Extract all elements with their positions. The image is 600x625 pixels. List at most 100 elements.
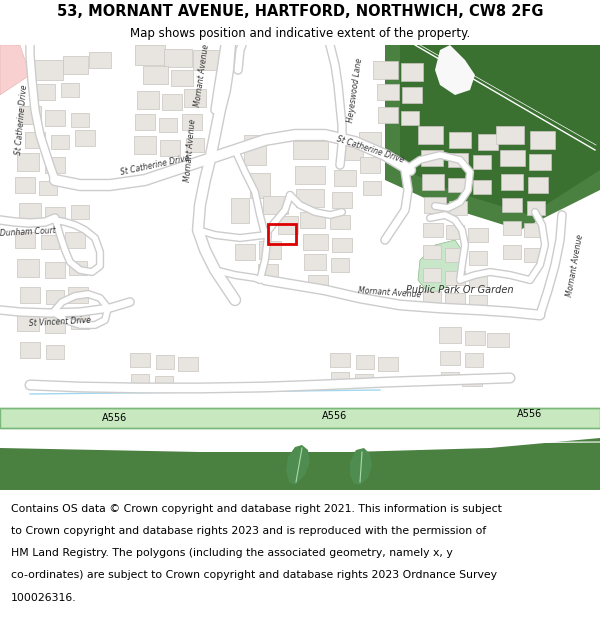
Text: A556: A556 [517, 409, 542, 419]
Bar [448, 178, 468, 192]
Bar [46, 345, 64, 359]
Bar [529, 154, 551, 170]
Bar [330, 215, 350, 229]
Bar [160, 140, 180, 156]
Bar [469, 273, 487, 287]
Bar [446, 225, 464, 239]
Bar [421, 150, 443, 166]
Bar [423, 268, 441, 282]
Bar [184, 89, 206, 107]
Bar [449, 201, 467, 215]
Polygon shape [0, 438, 600, 490]
Text: St Catherine Drive: St Catherine Drive [335, 135, 405, 165]
Bar [17, 313, 39, 331]
Bar [469, 295, 487, 309]
Bar [71, 113, 89, 127]
Bar [299, 212, 325, 228]
Bar [135, 114, 155, 130]
Text: Public Park Or Garden: Public Park Or Garden [406, 285, 514, 295]
Bar [45, 317, 65, 333]
Bar [424, 197, 446, 213]
Bar [378, 357, 398, 371]
Bar [462, 374, 482, 386]
Bar [402, 87, 422, 103]
Bar [193, 50, 223, 70]
Text: Mornant Avenue: Mornant Avenue [183, 118, 197, 182]
Bar [45, 110, 65, 126]
Bar [465, 331, 485, 345]
Bar [440, 351, 460, 365]
Bar [331, 372, 349, 384]
Bar [445, 293, 465, 307]
Bar [445, 248, 465, 262]
Bar [131, 374, 149, 386]
Bar [35, 84, 55, 100]
Text: 53, MORNANT AVENUE, HARTFORD, NORTHWICH, CW8 2FG: 53, MORNANT AVENUE, HARTFORD, NORTHWICH,… [57, 4, 543, 19]
Bar [39, 181, 57, 195]
Bar [502, 198, 522, 212]
Bar [46, 290, 64, 304]
Text: Heyeswood Lane: Heyeswood Lane [346, 58, 364, 122]
Bar [441, 372, 459, 384]
Text: Mornant Avenue: Mornant Avenue [358, 286, 422, 300]
Text: to Crown copyright and database rights 2023 and is reproduced with the permissio: to Crown copyright and database rights 2… [11, 526, 486, 536]
Polygon shape [435, 45, 475, 95]
Bar [135, 45, 165, 65]
Bar [473, 155, 491, 169]
Bar [17, 259, 39, 277]
Bar [159, 118, 177, 132]
Bar [137, 91, 159, 109]
Bar [164, 49, 192, 67]
Text: St Catherine Drive: St Catherine Drive [119, 153, 190, 177]
Bar [68, 287, 88, 303]
Polygon shape [418, 240, 465, 295]
Bar [496, 126, 524, 144]
Bar [373, 61, 398, 79]
Bar [258, 264, 278, 280]
Bar [65, 232, 85, 248]
Bar [278, 216, 298, 234]
Bar [378, 107, 398, 123]
Bar [134, 136, 156, 154]
Polygon shape [0, 45, 30, 95]
Bar [71, 315, 89, 329]
Bar [171, 70, 193, 86]
Bar [499, 150, 524, 166]
Bar [363, 181, 381, 195]
Polygon shape [350, 448, 372, 485]
Bar [401, 63, 423, 81]
Text: Mornant Avenue: Mornant Avenue [565, 233, 585, 297]
Bar [296, 189, 324, 207]
Bar [15, 232, 35, 248]
Bar [473, 180, 491, 194]
Bar [250, 173, 270, 198]
Bar [503, 245, 521, 259]
Bar [423, 291, 441, 305]
Bar [423, 245, 441, 259]
Bar [186, 138, 204, 152]
Bar [178, 357, 198, 371]
Bar [45, 207, 65, 223]
Bar [45, 157, 65, 173]
Bar [304, 254, 326, 270]
Bar [331, 258, 349, 272]
Bar [468, 228, 488, 242]
Bar [423, 223, 443, 237]
Bar [448, 153, 468, 167]
Bar [15, 177, 35, 193]
Text: Mornant Avenue: Mornant Avenue [193, 43, 211, 107]
Bar [19, 203, 41, 221]
Bar [20, 287, 40, 303]
Bar [356, 355, 374, 369]
Bar [0, 408, 600, 428]
Bar [487, 333, 509, 347]
Bar [162, 94, 182, 110]
Polygon shape [286, 445, 310, 485]
Bar [359, 132, 381, 148]
Bar [293, 141, 328, 159]
Text: Map shows position and indicative extent of the property.: Map shows position and indicative extent… [130, 28, 470, 40]
Bar [71, 205, 89, 219]
Polygon shape [400, 45, 600, 215]
Text: 100026316.: 100026316. [11, 592, 76, 602]
Bar [355, 374, 373, 386]
